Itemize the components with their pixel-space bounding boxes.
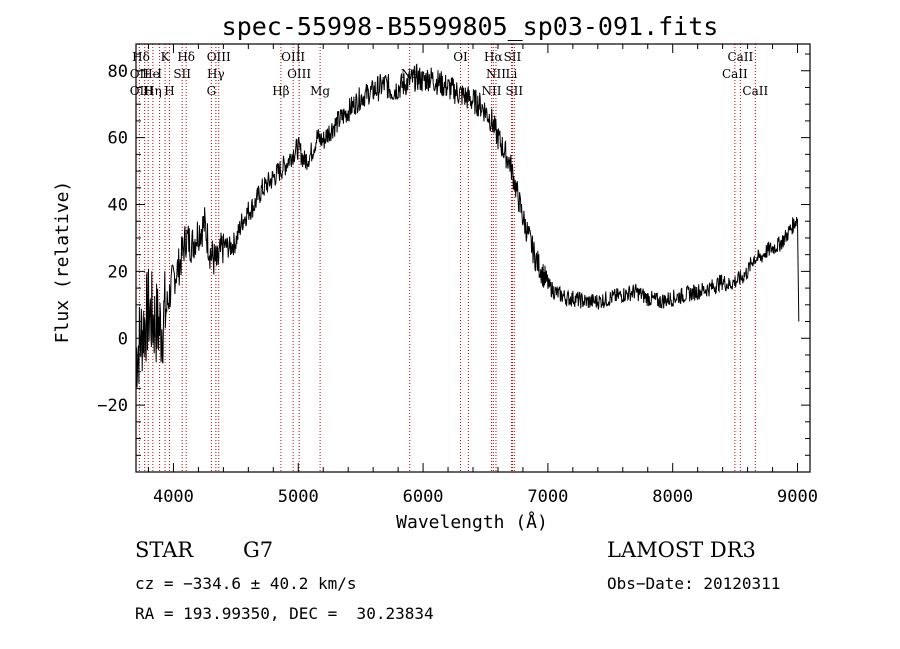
redshift-readout: cz = −334.6 ± 40.2 km/s — [135, 574, 357, 593]
spectral-line-label: Na — [401, 67, 419, 81]
x-tick-label: 8000 — [652, 487, 693, 507]
spectral-line-label: CaII — [722, 67, 748, 81]
survey-label: LAMOST DR3 — [607, 538, 756, 562]
spectral-line-label: G — [207, 84, 217, 98]
spectral-line-label: Mg — [310, 84, 330, 98]
spectral-line-label: NII — [481, 84, 501, 98]
y-tick-label: 80 — [108, 62, 128, 82]
spectral-line-label: SII — [173, 67, 191, 81]
spectral-line-label: CaII — [727, 50, 753, 64]
spectrum-line — [136, 63, 800, 388]
spectral-line-label: Hη — [144, 84, 162, 98]
subclass-label: G7 — [243, 538, 274, 562]
spectral-line-label: Hβ — [272, 84, 289, 98]
plot-frame — [135, 43, 811, 473]
spectral-line-label: He — [142, 67, 160, 81]
spectrum-series — [136, 63, 800, 388]
spectral-line-label: K — [161, 50, 171, 64]
spectral-line-label: OI — [453, 50, 468, 64]
y-axis-label: Flux (relative) — [52, 181, 73, 344]
y-tick-label: 0 — [118, 329, 128, 349]
spectral-line-label: OIII — [287, 67, 311, 81]
x-tick-label: 5000 — [278, 487, 319, 507]
x-tick-label: 7000 — [527, 487, 568, 507]
y-tick-label: 20 — [108, 262, 128, 282]
y-tick-label: −20 — [97, 396, 128, 416]
chart-title: spec-55998-B5599805_sp03-091.fits — [222, 12, 719, 41]
x-axis-label: Wavelength (Å) — [396, 511, 548, 533]
coordinates: RA = 193.99350, DEC = 30.23834 — [135, 604, 434, 623]
spectral-line-label: Li — [506, 67, 518, 81]
spectral-line-label: H — [164, 84, 174, 98]
axis-ticks: 4000 5000 6000 7000 8000 9000 −20 0 20 40 60 80 — [97, 44, 818, 507]
obs-date: Obs−Date: 20120311 — [607, 574, 781, 593]
line-markers — [138, 44, 756, 472]
spectral-line-label: NII — [486, 67, 506, 81]
spectral-line-label: OII — [130, 67, 150, 81]
class-label: STAR — [135, 538, 194, 562]
y-tick-label: 60 — [108, 129, 128, 149]
spectral-line-label: H — [143, 84, 153, 98]
spectral-line-label: Hδ — [177, 50, 195, 64]
spectral-line-label: OII — [130, 84, 150, 98]
spectral-line-label: Hα — [484, 50, 503, 64]
spectral-line-label: OIII — [281, 50, 305, 64]
spectral-line-label: OIII — [207, 50, 231, 64]
spectral-line-label: Hγ — [207, 67, 225, 81]
x-tick-label: 6000 — [403, 487, 444, 507]
x-tick-label: 9000 — [777, 487, 818, 507]
spectral-line-label: Hδ — [132, 50, 150, 64]
spectral-line-label: SII — [505, 84, 523, 98]
spectral-line-label: I — [157, 67, 162, 81]
y-tick-label: 40 — [108, 196, 128, 216]
x-tick-label: 4000 — [153, 487, 194, 507]
spectral-line-label: SII — [504, 50, 522, 64]
spectral-line-label: CaII — [742, 84, 768, 98]
